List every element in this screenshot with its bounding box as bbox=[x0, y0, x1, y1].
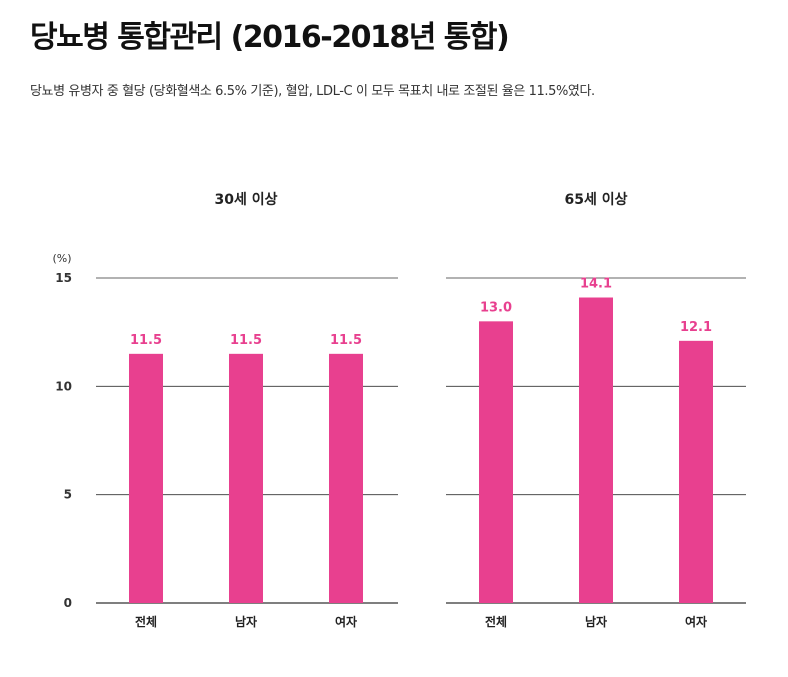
y-tick-label: 5 bbox=[64, 488, 72, 502]
chart-panel-30-plus: 30세 이상 (%) 0 5 10 15 11.5 전체 11.5 남자 11.5 여자 bbox=[52, 191, 398, 629]
x-tick-label: 전체 bbox=[485, 614, 507, 629]
bar bbox=[329, 353, 363, 603]
y-tick-label: 0 bbox=[64, 596, 72, 610]
y-tick-label: 15 bbox=[55, 271, 72, 285]
x-tick-label: 여자 bbox=[685, 614, 707, 629]
bar bbox=[129, 353, 163, 603]
y-tick-label: 10 bbox=[55, 379, 72, 393]
chart-title: 30세 이상 bbox=[215, 191, 278, 208]
y-axis-unit: (%) bbox=[52, 252, 71, 265]
bar bbox=[479, 321, 513, 603]
page-title: 당뇨병 통합관리 (2016-2018년 통합) bbox=[30, 20, 510, 55]
data-label: 14.1 bbox=[580, 277, 612, 292]
data-label: 12.1 bbox=[680, 320, 712, 335]
x-tick-label: 남자 bbox=[585, 614, 607, 629]
page-subtitle: 당뇨병 유병자 중 혈당 (당화혈색소 6.5% 기준), 혈압, LDL-C … bbox=[30, 84, 595, 99]
x-tick-label: 남자 bbox=[235, 614, 257, 629]
x-tick-label: 전체 bbox=[135, 614, 157, 629]
data-label: 11.5 bbox=[330, 333, 362, 348]
data-label: 13.0 bbox=[480, 300, 512, 315]
data-label: 11.5 bbox=[130, 333, 162, 348]
chart-title: 65세 이상 bbox=[565, 191, 628, 208]
x-tick-label: 여자 bbox=[335, 614, 357, 629]
bar bbox=[579, 297, 613, 603]
chart-panel-65-plus: 65세 이상 13.0 전체 14.1 남자 12.1 여자 bbox=[446, 191, 746, 629]
bar bbox=[679, 340, 713, 603]
data-label: 11.5 bbox=[230, 333, 262, 348]
bar bbox=[229, 353, 263, 603]
